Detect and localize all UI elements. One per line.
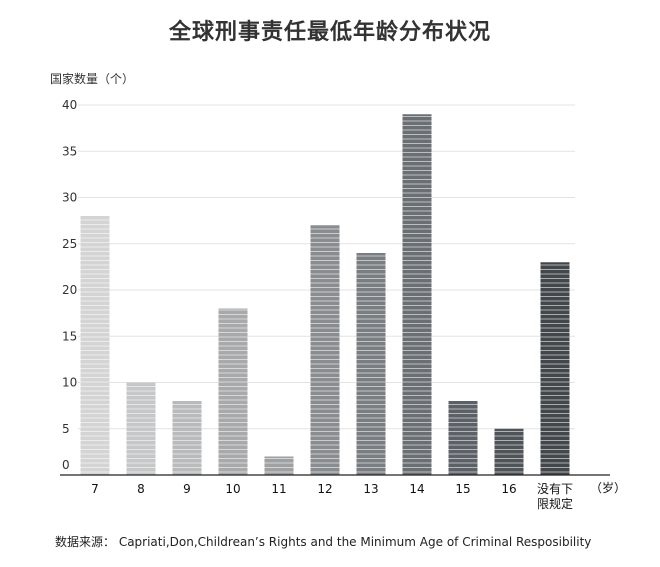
- x-tick-label: 10: [225, 482, 240, 496]
- y-tick-label: 25: [62, 237, 77, 251]
- x-tick-label: 12: [317, 482, 332, 496]
- y-tick-label: 0: [62, 458, 70, 472]
- bar-stripes: [126, 382, 156, 475]
- bar-stripes: [356, 253, 386, 475]
- bar-stripes: [494, 428, 524, 475]
- data-source-note: 数据来源： Capriati,Don,Childrean’s Rights an…: [55, 535, 592, 549]
- y-tick-label: 35: [62, 144, 77, 158]
- x-tick-label: 16: [501, 482, 516, 496]
- chart-title: 全球刑事责任最低年龄分布状况: [168, 20, 491, 45]
- y-axis-label: 国家数量（个）: [50, 72, 135, 86]
- bar-stripes: [540, 262, 570, 475]
- bar-stripes: [80, 216, 110, 475]
- x-tick-label: 15: [455, 482, 470, 496]
- y-tick-label: 20: [62, 283, 77, 297]
- bars: [80, 114, 570, 475]
- bar-stripes: [310, 225, 340, 475]
- y-tick-label: 30: [62, 191, 77, 205]
- bar-stripes: [172, 401, 202, 475]
- x-tick-label: 11: [271, 482, 286, 496]
- x-tick-label: 没有下: [537, 481, 573, 496]
- y-tick-label: 40: [62, 98, 77, 112]
- x-tick-label: 7: [91, 482, 99, 496]
- x-tick-label: 8: [137, 482, 145, 496]
- bar-stripes: [218, 308, 248, 475]
- y-tick-labels: 0 5 10 15 20 25 30 35 40: [62, 98, 77, 472]
- y-tick-label: 15: [62, 329, 77, 343]
- x-axis-unit-label: （岁）: [590, 480, 626, 495]
- bar-stripes: [402, 114, 432, 475]
- y-tick-label: 5: [62, 422, 70, 436]
- x-tick-label: 14: [409, 482, 424, 496]
- x-tick-label: 9: [183, 482, 191, 496]
- bar-stripes: [448, 401, 478, 475]
- x-tick-label: 13: [363, 482, 378, 496]
- x-tick-label: 限规定: [537, 496, 573, 511]
- bar-stripes: [264, 456, 294, 475]
- y-tick-label: 10: [62, 376, 77, 390]
